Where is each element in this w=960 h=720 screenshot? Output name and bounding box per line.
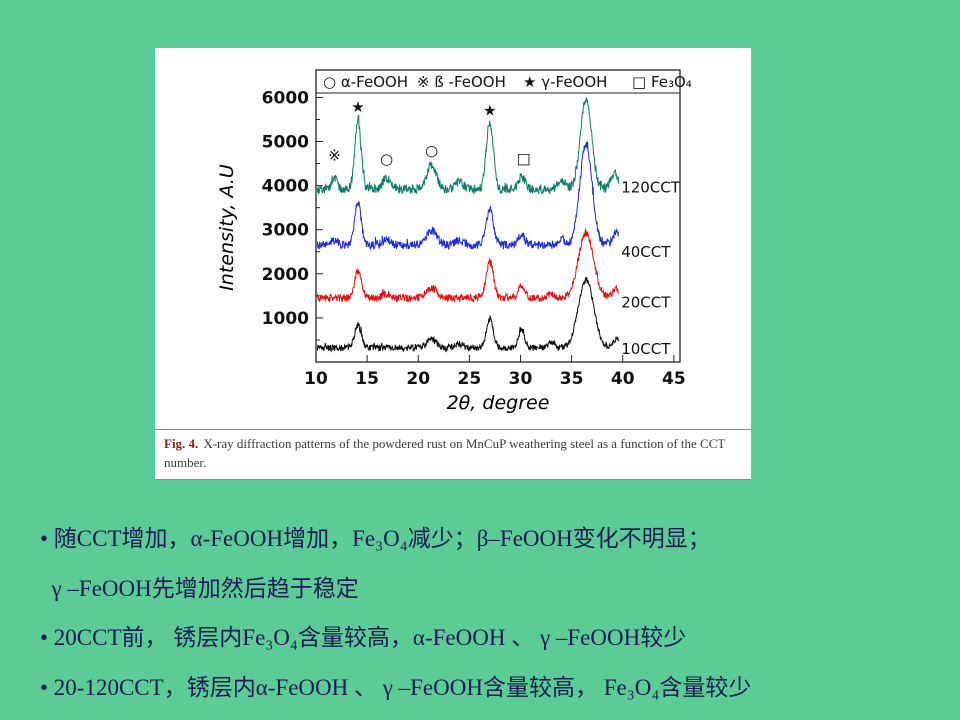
bullet-line: • 20CCT前， 锈层内Fe₃O₄含量较高，α-FeOOH 、 γ –FeOO… xyxy=(40,625,687,650)
peak-marker: ○ xyxy=(380,150,393,168)
legend-item: ○ α-FeOOH xyxy=(323,73,408,91)
x-tick-label: 15 xyxy=(355,369,379,389)
x-tick-label: 40 xyxy=(611,369,635,389)
peak-marker: ★ xyxy=(351,98,364,116)
series-label-10CCT: 10CCT xyxy=(621,340,671,358)
y-tick-label: 1000 xyxy=(262,309,309,329)
bullet-line: • 随CCT增加，α-FeOOH增加，Fe₃O₄减少；β–FeOOH变化不明显； xyxy=(40,526,711,551)
series-40CCT xyxy=(317,141,619,251)
y-tick-label: 4000 xyxy=(262,177,309,197)
x-tick-label: 10 xyxy=(304,369,328,389)
x-tick-label: 35 xyxy=(560,369,584,389)
x-tick-label: 30 xyxy=(509,369,533,389)
peak-marker: □ xyxy=(516,149,530,167)
peak-marker: ★ xyxy=(483,102,496,120)
figure-caption-label: Fig. 4. xyxy=(164,436,199,452)
x-axis-label: 2θ, degree xyxy=(447,392,550,414)
bullet-line: • 20-120CCT，锈层内α-FeOOH 、 γ –FeOOH含量较高， F… xyxy=(40,674,752,700)
figure-panel: ○ α-FeOOH ※ ß -FeOOH ★ γ-FeOOH □ Fe₃O₄ 1000 2… xyxy=(155,48,751,480)
legend-item: □ Fe₃O₄ xyxy=(632,73,692,91)
series-label-120CCT: 120CCT xyxy=(621,178,681,196)
series-20CCT xyxy=(317,228,619,304)
x-tick-label: 20 xyxy=(406,369,430,389)
xrd-chart: ○ α-FeOOH ※ ß -FeOOH ★ γ-FeOOH □ Fe₃O₄ 1000 2… xyxy=(216,69,692,414)
bullet-list: • 随CCT增加，α-FeOOH增加，Fe₃O₄减少；β–FeOOH变化不明显；… xyxy=(40,522,935,720)
figure-caption-text: X-ray diffraction patterns of the powder… xyxy=(164,436,726,471)
series-label-20CCT: 20CCT xyxy=(621,293,671,311)
series-120CCT xyxy=(317,97,619,196)
y-tick-label: 6000 xyxy=(262,88,309,108)
x-tick-label: 45 xyxy=(662,369,686,389)
y-tick-label: 3000 xyxy=(262,221,309,241)
y-tick-label: 2000 xyxy=(262,265,309,285)
plot-border xyxy=(315,69,681,363)
peak-marker: ※ xyxy=(328,147,341,165)
series-label-40CCT: 40CCT xyxy=(621,243,671,261)
x-tick-label: 25 xyxy=(458,369,482,389)
legend-item: ★ γ-FeOOH xyxy=(523,73,607,91)
y-tick-label: 5000 xyxy=(262,133,309,153)
series-10CCT xyxy=(317,276,619,353)
figure-caption: Fig. 4. X-ray diffraction patterns of the… xyxy=(155,429,751,480)
y-axis-label: Intensity, A.U xyxy=(216,164,238,291)
legend-item: ※ ß -FeOOH xyxy=(417,73,506,91)
peak-marker: ○ xyxy=(425,141,438,159)
bullet-line: γ –FeOOH先增加然后趋于稳定 xyxy=(40,575,359,601)
